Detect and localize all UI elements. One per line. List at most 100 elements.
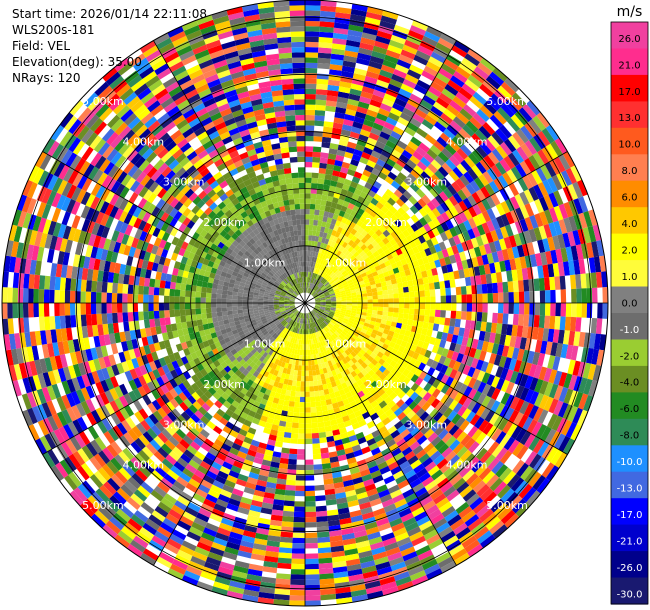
gate-cell bbox=[360, 376, 368, 384]
gate-cell bbox=[501, 345, 510, 358]
gate-cell bbox=[464, 79, 480, 92]
gate-cell bbox=[271, 424, 279, 431]
gate-cell bbox=[273, 599, 290, 606]
gate-cell bbox=[507, 152, 520, 167]
gate-cell bbox=[483, 243, 492, 255]
gate-cell bbox=[379, 323, 386, 329]
gate-cell bbox=[340, 432, 349, 440]
gate-cell bbox=[305, 99, 316, 105]
gate-cell bbox=[160, 272, 167, 281]
gate-cell bbox=[85, 398, 96, 413]
gate-cell bbox=[288, 319, 293, 325]
gate-cell bbox=[519, 205, 530, 219]
gate-cell bbox=[364, 433, 374, 442]
gate-cell bbox=[391, 316, 398, 323]
gate-cell bbox=[328, 278, 334, 284]
gate-cell bbox=[503, 436, 516, 451]
gate-cell bbox=[311, 290, 315, 295]
gate-cell bbox=[297, 344, 301, 350]
gate-cell bbox=[404, 73, 419, 85]
gate-cell bbox=[319, 242, 325, 249]
gate-cell bbox=[359, 468, 371, 477]
gate-cell bbox=[141, 336, 149, 347]
gate-cell bbox=[316, 241, 322, 248]
gate-cell bbox=[452, 402, 463, 414]
gate-cell bbox=[288, 342, 293, 348]
gate-cell bbox=[387, 112, 400, 122]
gate-cell bbox=[258, 293, 265, 297]
gate-cell bbox=[396, 536, 412, 547]
gate-cell bbox=[347, 568, 363, 577]
gate-cell bbox=[419, 334, 427, 342]
gate-cell bbox=[237, 299, 243, 303]
gate-cell bbox=[409, 357, 417, 366]
gate-cell bbox=[117, 312, 124, 323]
gate-cell bbox=[418, 370, 428, 380]
gate-cell bbox=[164, 310, 170, 318]
gate-cell bbox=[331, 304, 337, 307]
gate-cell bbox=[564, 316, 572, 331]
gate-cell bbox=[305, 266, 307, 272]
gate-cell bbox=[403, 313, 409, 320]
gate-cell bbox=[355, 313, 362, 318]
gate-cell bbox=[95, 407, 106, 421]
gate-cell bbox=[373, 404, 382, 413]
gate-cell bbox=[333, 276, 339, 282]
gate-cell bbox=[97, 467, 111, 482]
gate-cell bbox=[233, 332, 240, 339]
gate-cell bbox=[527, 350, 535, 364]
gate-cell bbox=[398, 303, 405, 309]
gate-cell bbox=[445, 435, 457, 448]
gate-cell bbox=[422, 94, 436, 106]
gate-cell bbox=[410, 231, 419, 241]
gate-cell bbox=[265, 325, 272, 331]
gate-cell bbox=[514, 480, 529, 496]
gate-cell bbox=[342, 320, 348, 325]
gate-cell bbox=[96, 292, 102, 303]
gate-cell bbox=[489, 262, 496, 274]
gate-cell bbox=[458, 200, 468, 212]
gate-cell bbox=[390, 193, 400, 203]
gate-cell bbox=[367, 221, 375, 230]
gate-cell bbox=[550, 289, 556, 303]
gate-cell bbox=[285, 479, 296, 486]
gate-cell bbox=[65, 277, 72, 291]
gate-cell bbox=[284, 297, 290, 300]
gate-cell bbox=[241, 325, 248, 331]
gate-cell bbox=[325, 304, 332, 306]
gate-cell bbox=[454, 391, 464, 403]
gate-cell bbox=[238, 316, 245, 321]
gate-cell bbox=[305, 203, 311, 210]
gate-cell bbox=[534, 339, 543, 353]
gate-cell bbox=[317, 311, 323, 316]
gate-cell bbox=[465, 319, 472, 330]
gate-cell bbox=[369, 55, 385, 65]
gate-cell bbox=[142, 548, 159, 561]
gate-cell bbox=[384, 324, 391, 331]
gate-cell bbox=[228, 282, 235, 288]
gate-cell bbox=[188, 404, 198, 414]
gate-cell bbox=[209, 343, 217, 351]
gate-cell bbox=[348, 271, 355, 277]
gate-cell bbox=[336, 417, 344, 425]
gate-cell bbox=[449, 318, 456, 327]
gate-cell bbox=[357, 323, 364, 329]
gate-cell bbox=[350, 83, 364, 92]
gate-cell bbox=[265, 360, 271, 367]
gate-cell bbox=[277, 336, 283, 343]
gate-cell bbox=[493, 481, 507, 496]
gate-cell bbox=[241, 463, 252, 472]
gate-cell bbox=[381, 266, 388, 273]
gate-cell bbox=[308, 224, 314, 231]
gate-cell bbox=[284, 334, 289, 341]
gate-cell bbox=[203, 527, 217, 538]
gate-cell bbox=[361, 124, 373, 133]
gate-cell bbox=[286, 335, 291, 342]
gate-cell bbox=[284, 490, 296, 496]
gate-cell bbox=[218, 447, 230, 457]
gate-cell bbox=[602, 303, 608, 319]
gate-cell bbox=[320, 306, 326, 309]
gate-cell bbox=[352, 525, 366, 533]
gate-cell bbox=[130, 493, 144, 506]
gate-cell bbox=[246, 476, 258, 485]
